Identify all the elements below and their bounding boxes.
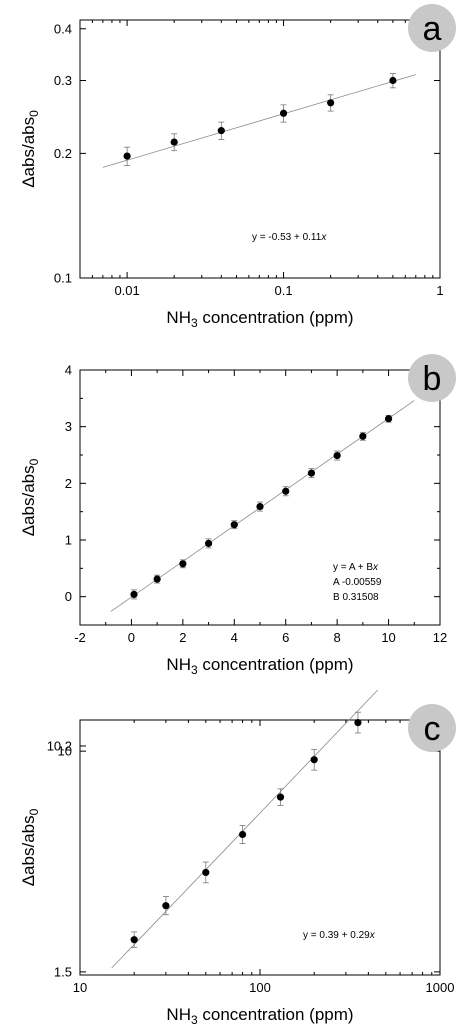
data-point bbox=[307, 469, 316, 477]
data-point bbox=[170, 138, 178, 146]
x-axis-label: NH3 concentration (ppm) bbox=[166, 1005, 353, 1024]
data-point bbox=[359, 432, 367, 440]
data-point bbox=[162, 902, 170, 910]
panel-badge bbox=[408, 704, 456, 752]
x-tick-label: 8 bbox=[334, 630, 341, 645]
data-point bbox=[202, 868, 210, 877]
x-tick-label: 10 bbox=[381, 630, 395, 645]
x-tick-label: 0.01 bbox=[114, 283, 139, 298]
x-tick-label: 1000 bbox=[426, 980, 455, 995]
data-point bbox=[333, 451, 341, 460]
plot-frame bbox=[79, 369, 441, 626]
fit-line bbox=[111, 689, 378, 969]
x-tick-label: 10 bbox=[73, 980, 87, 995]
x-tick-label: 2 bbox=[179, 630, 186, 645]
data-point bbox=[153, 575, 161, 583]
data-point bbox=[256, 502, 264, 511]
data-point bbox=[354, 718, 362, 727]
x-tick-label: 1 bbox=[436, 283, 443, 298]
data-point bbox=[279, 109, 288, 117]
x-tick-label: 4 bbox=[231, 630, 238, 645]
panel-badge bbox=[408, 354, 456, 402]
x-tick-label: 100 bbox=[249, 980, 271, 995]
y-tick-label: 0.1 bbox=[54, 271, 72, 286]
data-point bbox=[130, 936, 138, 944]
data-point bbox=[384, 415, 393, 423]
x-tick-label: -2 bbox=[74, 630, 86, 645]
fit-annotation: A -0.00559 bbox=[333, 577, 382, 588]
panel-a: 0.01 0.1 1 0.1 0.2 0.3 0.4 y = -0.53 + 0.11x NH3… bbox=[19, 4, 456, 330]
data-point bbox=[310, 756, 318, 764]
data-point bbox=[389, 76, 397, 85]
y-tick-label: 0.2 bbox=[54, 146, 72, 161]
data-point bbox=[179, 560, 187, 568]
panel-badge-label: b bbox=[423, 360, 442, 398]
x-tick-label: 0.1 bbox=[275, 283, 293, 298]
y-tick-label: 1 bbox=[65, 533, 72, 548]
fit-line bbox=[102, 74, 416, 168]
y-tick-label: 3 bbox=[65, 419, 72, 434]
x-axis-label: NH3 concentration (ppm) bbox=[166, 308, 353, 330]
data-point bbox=[276, 793, 285, 801]
panel-badge bbox=[408, 4, 456, 52]
data-point bbox=[282, 487, 290, 495]
fit-annotation: y = A + Bx bbox=[333, 562, 379, 573]
y-axis-label: Δabs/abs0 bbox=[19, 808, 41, 886]
x-tick-label: 0 bbox=[128, 630, 135, 645]
y-tick-label: 4 bbox=[65, 363, 72, 378]
data-point bbox=[217, 127, 225, 135]
fit-annotation: B 0.31508 bbox=[333, 592, 379, 603]
plot-frame bbox=[79, 19, 441, 279]
data-point bbox=[130, 590, 138, 599]
data-point bbox=[327, 99, 335, 107]
y-tick-label: 2 bbox=[65, 476, 72, 491]
y-tick-label: 10 bbox=[58, 744, 72, 759]
data-point bbox=[230, 521, 238, 529]
x-tick-label: 6 bbox=[282, 630, 289, 645]
data-point bbox=[238, 830, 247, 839]
y-tick-label: 0 bbox=[65, 589, 72, 604]
x-axis-label: NH3 concentration (ppm) bbox=[166, 655, 353, 677]
fit-annotation: y = 0.39 + 0.29x bbox=[303, 930, 376, 941]
y-tick-label: 0.4 bbox=[54, 21, 72, 36]
data-point bbox=[123, 152, 131, 160]
x-tick-label: 12 bbox=[433, 630, 447, 645]
y-axis-label: Δabs/abs0 bbox=[19, 458, 41, 536]
panel-badge-label: a bbox=[423, 10, 442, 48]
y-tick-label: 10.2 bbox=[47, 738, 72, 753]
fit-annotation: y = -0.53 + 0.11x bbox=[252, 232, 327, 243]
y-tick-label: 0.3 bbox=[54, 73, 72, 88]
y-axis-label: Δabs/abs0 bbox=[19, 110, 41, 188]
y-tick-label: 1.5 bbox=[54, 964, 72, 979]
data-point bbox=[204, 539, 213, 548]
panel-badge-label: c bbox=[424, 710, 441, 748]
